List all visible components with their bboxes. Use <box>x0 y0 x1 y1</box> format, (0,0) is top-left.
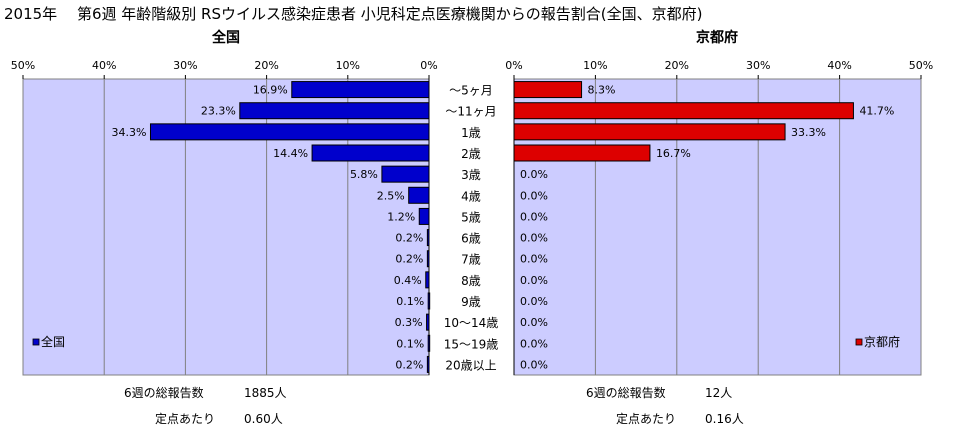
national-data-label: 16.9% <box>253 84 288 97</box>
national-data-label: 2.5% <box>377 189 405 202</box>
kyoto-data-label: 16.7% <box>656 147 691 160</box>
national-bar <box>311 144 430 162</box>
national-data-label: 34.3% <box>112 126 147 139</box>
category-label: 6歳 <box>461 232 481 246</box>
kyoto-data-label: 0.0% <box>520 210 548 223</box>
national-tick-label: 20% <box>254 59 278 72</box>
national-tick-label: 50% <box>11 59 35 72</box>
national-data-label: 0.1% <box>396 295 424 308</box>
kyoto-tick-label: 30% <box>746 59 770 72</box>
category-label: 2歳 <box>461 147 481 161</box>
kyoto-tick-label: 0% <box>505 59 522 72</box>
kyoto-bar <box>513 102 854 120</box>
national-data-label: 0.2% <box>395 232 423 245</box>
chart-title: 2015年 第6週 年齢階級別 RSウイルス感染症患者 小児科定点医療機関からの… <box>4 5 703 23</box>
kyoto-data-label: 0.0% <box>520 274 548 287</box>
kyoto-reports-value: 12人 <box>705 386 733 400</box>
national-per-value: 0.60人 <box>244 412 283 426</box>
category-label: 15～19歳 <box>444 337 499 351</box>
kyoto-data-label: 0.0% <box>520 168 548 181</box>
national-data-label: 0.3% <box>395 316 423 329</box>
national-data-label: 14.4% <box>273 147 308 160</box>
category-label: 20歳以上 <box>445 358 496 372</box>
national-data-label: 0.2% <box>395 253 423 266</box>
category-label: 9歳 <box>461 295 481 309</box>
category-label: 3歳 <box>461 168 481 182</box>
kyoto-data-label: 0.0% <box>520 316 548 329</box>
national-data-label: 0.1% <box>396 337 424 350</box>
kyoto-reports-label: 6週の総報告数 <box>586 386 666 400</box>
kyoto-data-label: 0.0% <box>520 337 548 350</box>
national-tick-label: 30% <box>173 59 197 72</box>
national-reports-label: 6週の総報告数 <box>124 386 204 400</box>
national-bar <box>291 81 430 99</box>
category-label: ～11ヶ月 <box>445 105 496 119</box>
national-tick-label: 0% <box>420 59 437 72</box>
national-tick-label: 10% <box>336 59 360 72</box>
category-label: ～5ヶ月 <box>449 84 493 98</box>
kyoto-data-label: 8.3% <box>588 84 616 97</box>
category-label: 7歳 <box>461 253 481 267</box>
kyoto-data-label: 0.0% <box>520 295 548 308</box>
kyoto-bar <box>513 123 786 141</box>
national-bar <box>239 102 430 120</box>
kyoto-per-label: 定点あたり <box>616 412 677 426</box>
national-bar <box>418 207 430 225</box>
kyoto-data-label: 0.0% <box>520 189 548 202</box>
national-per-label: 定点あたり <box>155 412 216 426</box>
national-panel-title: 全国 <box>211 29 240 46</box>
national-legend-label: 全国 <box>41 334 65 349</box>
kyoto-panel-title: 京都府 <box>696 29 738 46</box>
kyoto-bar <box>513 144 651 162</box>
national-bar <box>425 271 430 289</box>
kyoto-legend-label: 京都府 <box>864 334 900 349</box>
national-data-label: 0.4% <box>394 274 422 287</box>
category-label: 1歳 <box>461 126 481 140</box>
national-bar <box>427 334 431 352</box>
national-bar <box>408 186 430 204</box>
kyoto-legend-swatch <box>855 338 863 346</box>
national-bar <box>426 313 430 331</box>
national-bar <box>426 355 430 373</box>
kyoto-data-label: 0.0% <box>520 232 548 245</box>
kyoto-tick-label: 20% <box>665 59 689 72</box>
national-data-label: 1.2% <box>387 210 415 223</box>
national-bar <box>426 229 430 247</box>
kyoto-data-label: 41.7% <box>859 105 894 118</box>
national-bar <box>149 123 430 141</box>
national-data-label: 5.8% <box>350 168 378 181</box>
kyoto-tick-label: 50% <box>909 59 933 72</box>
national-reports-value: 1885人 <box>244 386 287 400</box>
kyoto-data-label: 0.0% <box>520 358 548 371</box>
category-label: 10～14歳 <box>444 316 499 330</box>
category-label: 4歳 <box>461 189 481 203</box>
national-bar <box>427 292 431 310</box>
kyoto-per-value: 0.16人 <box>705 412 744 426</box>
kyoto-data-label: 0.0% <box>520 253 548 266</box>
kyoto-tick-label: 40% <box>827 59 851 72</box>
national-data-label: 0.2% <box>395 358 423 371</box>
national-bar <box>381 165 430 183</box>
kyoto-data-label: 33.3% <box>791 126 826 139</box>
kyoto-bar <box>513 81 583 99</box>
national-bar <box>426 250 430 268</box>
national-tick-label: 40% <box>92 59 116 72</box>
national-legend-swatch <box>32 338 40 346</box>
category-label: 5歳 <box>461 210 481 224</box>
category-label: 8歳 <box>461 274 481 288</box>
national-data-label: 23.3% <box>201 105 236 118</box>
kyoto-tick-label: 10% <box>583 59 607 72</box>
